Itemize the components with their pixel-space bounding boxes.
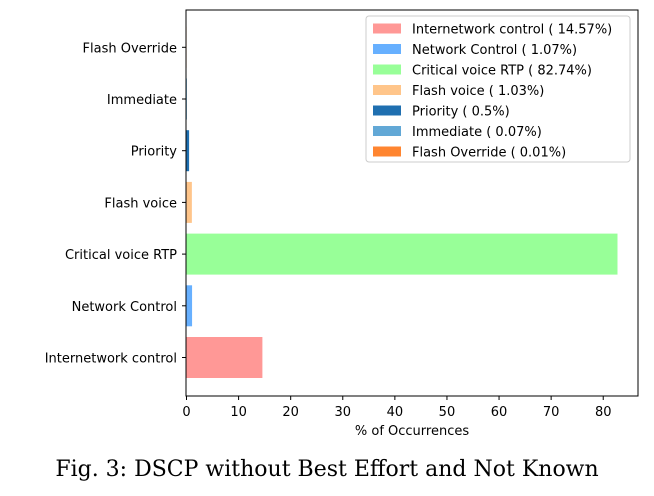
x-tick-label: 0 bbox=[182, 405, 190, 420]
legend-entry: Critical voice RTP ( 82.74%) bbox=[412, 64, 592, 79]
y-tick-label: Internetwork control bbox=[45, 352, 177, 367]
legend-entry: Internetwork control ( 14.57%) bbox=[412, 23, 612, 38]
legend-swatch bbox=[373, 126, 401, 136]
legend: Internetwork control ( 14.57%) Network Co… bbox=[365, 15, 631, 163]
legend-swatch bbox=[373, 85, 401, 95]
bar-flash-voice bbox=[186, 181, 192, 223]
legend-entry: Priority ( 0.5%) bbox=[412, 105, 510, 120]
legend-entry: Immediate ( 0.07%) bbox=[412, 125, 542, 140]
bar-priority bbox=[186, 130, 190, 172]
y-tick-label: Flash voice bbox=[104, 196, 177, 211]
bar-internetwork-control bbox=[186, 337, 263, 378]
y-tick-label: Immediate bbox=[107, 93, 177, 108]
x-tick-label: 30 bbox=[334, 405, 351, 420]
x-axis-label: % of Occurrences bbox=[355, 424, 469, 439]
x-tick-label: 80 bbox=[595, 405, 612, 420]
x-tick-labels: 0 10 20 30 40 50 60 70 80 bbox=[182, 396, 612, 420]
legend-entry: Network Control ( 1.07%) bbox=[412, 43, 577, 58]
x-tick-label: 70 bbox=[543, 405, 560, 420]
y-tick-label: Network Control bbox=[72, 300, 177, 315]
legend-swatch bbox=[373, 64, 401, 75]
y-tick-labels: Internetwork control Network Control Criti… bbox=[45, 41, 186, 367]
bar-network-control bbox=[186, 285, 193, 327]
legend-swatch bbox=[373, 23, 401, 34]
bar-critical-voice-rtp bbox=[186, 233, 618, 275]
legend-entry: Flash Override ( 0.01%) bbox=[412, 146, 566, 161]
x-tick-label: 10 bbox=[230, 405, 247, 420]
legend-entry: Flash voice ( 1.03%) bbox=[412, 84, 544, 99]
x-tick-label: 40 bbox=[387, 405, 404, 420]
dscp-bar-chart: Internetwork control Network Control Criti… bbox=[45, 9, 639, 439]
y-tick-label: Flash Override bbox=[83, 41, 177, 56]
x-tick-label: 60 bbox=[491, 405, 508, 420]
x-tick-label: 20 bbox=[282, 405, 299, 420]
bars-group bbox=[186, 26, 618, 378]
figure-caption: Fig. 3: DSCP without Best Effort and Not… bbox=[55, 457, 599, 482]
legend-frame bbox=[365, 15, 631, 163]
legend-swatch bbox=[373, 44, 401, 54]
plot-frame bbox=[185, 9, 639, 397]
y-tick-label: Critical voice RTP bbox=[65, 248, 177, 263]
y-tick-label: Priority bbox=[131, 145, 178, 160]
legend-swatch bbox=[373, 105, 401, 116]
legend-swatch bbox=[373, 146, 401, 157]
x-tick-label: 50 bbox=[439, 405, 456, 420]
